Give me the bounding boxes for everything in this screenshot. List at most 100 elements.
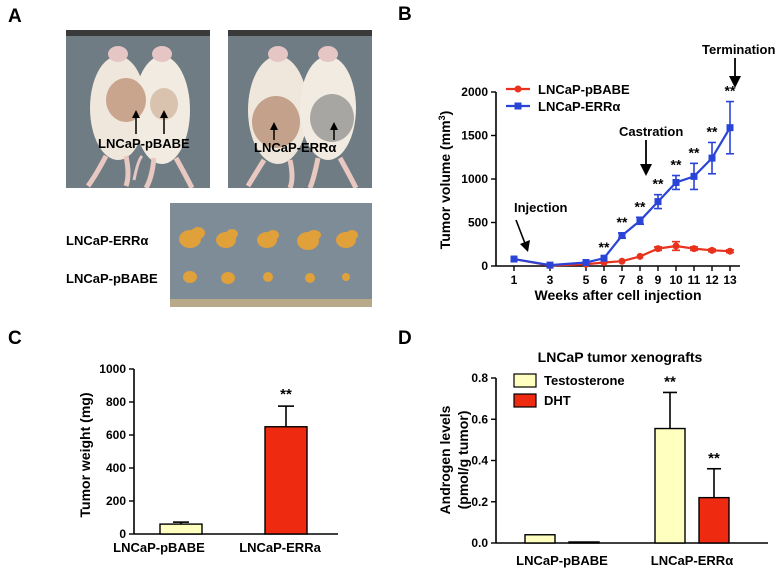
data-point-erra — [690, 172, 698, 180]
b-xtick-label: 13 — [723, 273, 737, 287]
b-xtick-label: 10 — [669, 273, 683, 287]
data-point-erra — [582, 259, 590, 267]
legend-erra: LNCaP-ERRα — [538, 99, 620, 114]
data-point-erra — [708, 154, 716, 162]
b-ytick-label: 500 — [468, 216, 488, 230]
significance-marker: ** — [708, 450, 720, 467]
bar-testosterone — [524, 534, 556, 544]
significance-marker: ** — [617, 214, 628, 230]
data-point-erra — [654, 198, 662, 206]
data-point-erra — [618, 232, 626, 240]
significance-marker: ** — [725, 83, 736, 99]
panel-letter-d: D — [398, 328, 412, 349]
chart-c-tumor-weight: 0 200 400 600 800 1000 ** LNCaP-pBABE LNCaP-ER… — [77, 362, 338, 555]
significance-marker: ** — [653, 176, 664, 192]
bar-dht — [568, 541, 600, 544]
panel-letter-b: B — [398, 4, 412, 25]
chart-d-ylabel-line1: Androgen levels — [437, 405, 453, 514]
d-ytick-label: 0.6 — [471, 412, 488, 426]
mouse-photo-pbabe: LNCaP-pBABE — [66, 30, 210, 188]
c-category-label: LNCaP-pBABE — [113, 540, 205, 555]
data-point-pbabe — [690, 245, 698, 253]
chart-b-legend: LNCaP-pBABE LNCaP-ERRα — [506, 82, 630, 114]
mouse-illustration-pbabe — [66, 30, 210, 188]
b-xtick-label: 7 — [619, 273, 626, 287]
bar-testosterone — [654, 427, 686, 544]
b-ytick-label: 1500 — [461, 129, 488, 143]
legend-swatch-testosterone — [513, 373, 537, 388]
chart-d-legend: Testosterone DHT — [513, 373, 625, 408]
data-point-pbabe — [618, 257, 626, 265]
significance-marker: ** — [707, 123, 718, 139]
photo-label-erra: LNCaP-ERRα — [254, 140, 337, 155]
d-ytick-label: 0.0 — [471, 536, 488, 550]
data-point-pbabe — [672, 242, 680, 250]
significance-marker: ** — [664, 373, 676, 390]
tumor-illustration — [170, 203, 372, 307]
annotation-injection: Injection — [514, 200, 568, 215]
tumor-photo — [170, 203, 372, 307]
chart-b-annotations: Injection Castration Termination — [514, 42, 775, 252]
data-point-erra — [672, 178, 680, 186]
bar-erra — [264, 426, 308, 535]
b-xtick-label: 3 — [547, 273, 554, 287]
significance-marker: ** — [689, 144, 700, 160]
c-ytick-label: 400 — [106, 461, 126, 475]
tumor-row-label-pbabe: LNCaP-pBABE — [66, 271, 158, 286]
photo-label-pbabe: LNCaP-pBABE — [98, 136, 190, 151]
panel-letter-a: A — [8, 6, 22, 27]
chart-d-title: LNCaP tumor xenografts — [538, 349, 703, 365]
significance-marker: ** — [671, 157, 682, 173]
data-point-erra — [546, 261, 554, 269]
panel-letter-c: C — [8, 328, 22, 349]
data-point-pbabe — [726, 247, 734, 255]
d-category-label: LNCaP-pBABE — [516, 553, 608, 568]
c-ytick-label: 200 — [106, 494, 126, 508]
tumor-row-label-erra: LNCaP-ERRα — [66, 233, 149, 248]
legend-swatch-dht — [513, 393, 537, 408]
data-point-pbabe — [654, 245, 662, 253]
b-xtick-label: 9 — [655, 273, 662, 287]
mouse-photo-erra: LNCaP-ERRα — [228, 30, 372, 188]
data-point-pbabe — [636, 252, 644, 260]
b-xtick-label: 8 — [637, 273, 644, 287]
c-category-label: LNCaP-ERRa — [239, 540, 321, 555]
bar-pbabe — [159, 523, 203, 535]
chart-c-ylabel: Tumor weight (mg) — [77, 393, 93, 518]
legend-testosterone: Testosterone — [544, 373, 625, 388]
b-ytick-label: 2000 — [461, 85, 488, 99]
chart-d-ylabel-line2: (pmol/g tumor) — [455, 411, 471, 510]
data-point-erra — [636, 217, 644, 225]
chart-b-xlabel: Weeks after cell injection — [534, 287, 701, 303]
c-ytick-label: 1000 — [99, 362, 126, 376]
d-ytick-label: 0.2 — [471, 495, 488, 509]
annotation-castration: Castration — [619, 124, 683, 139]
b-xtick-label: 1 — [511, 273, 518, 287]
data-point-pbabe — [708, 246, 716, 254]
d-ytick-label: 0.8 — [471, 371, 488, 385]
data-point-erra — [726, 124, 734, 132]
c-ytick-label: 600 — [106, 428, 126, 442]
mouse-illustration-erra — [228, 30, 372, 188]
b-xtick-label: 11 — [688, 273, 701, 287]
b-ytick-label: 1000 — [461, 172, 488, 186]
significance-marker: ** — [599, 239, 610, 255]
bar-dht — [698, 496, 730, 544]
c-ytick-label: 0 — [119, 527, 126, 541]
b-xtick-label: 5 — [583, 273, 590, 287]
b-xtick-label: 6 — [601, 273, 608, 287]
annotation-termination: Termination — [702, 42, 775, 57]
legend-dht: DHT — [544, 393, 571, 408]
data-point-erra — [600, 254, 608, 262]
legend-pbabe: LNCaP-pBABE — [538, 82, 630, 97]
b-ytick-label: 0 — [481, 259, 488, 273]
d-category-label: LNCaP-ERRα — [651, 553, 733, 568]
significance-marker: ** — [280, 386, 292, 403]
chart-b-ylabel: Tumor volume (mm3) — [437, 111, 453, 250]
chart-d-androgen: LNCaP tumor xenografts 0.0 0.2 0.4 0.6 0.8 *… — [437, 349, 768, 568]
significance-marker: ** — [635, 198, 646, 214]
data-point-erra — [510, 255, 518, 263]
b-xtick-label: 12 — [705, 273, 719, 287]
c-ytick-label: 800 — [106, 395, 126, 409]
